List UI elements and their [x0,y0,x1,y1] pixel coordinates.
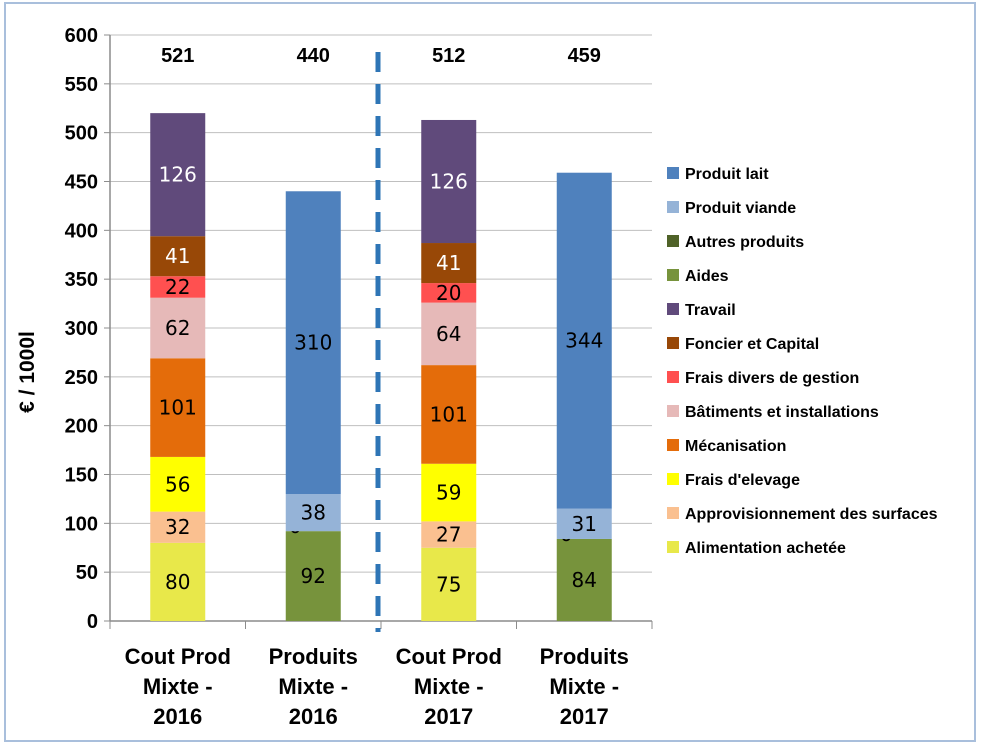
y-tick-label: 500 [65,123,98,145]
bar-segment [556,538,612,621]
bar-segment [150,113,206,237]
category-label: Cout Prod [125,644,231,669]
bar-segment [285,191,341,495]
legend-swatch [667,235,679,247]
bar-segment [285,531,341,621]
data-label: 59 [436,481,461,505]
category-label: 2017 [560,704,609,729]
y-axis-title: € / 1000l [16,331,39,413]
y-tick-label: 150 [65,465,98,487]
y-tick-label: 0 [87,611,98,633]
data-label: 20 [436,281,461,305]
category-label: 2016 [289,704,338,729]
legend-swatch [667,337,679,349]
y-tick-label: 300 [65,318,98,340]
data-label: 344 [565,329,603,353]
data-label: 126 [430,170,468,194]
data-label: 38 [301,501,326,525]
data-label: 101 [159,396,197,420]
bar-segment [150,236,206,277]
category-label: Produits [269,644,358,669]
data-label: 22 [165,275,190,299]
legend-swatch [667,439,679,451]
data-label: 32 [165,515,190,539]
data-label: 31 [572,512,597,536]
data-label: 62 [165,316,190,340]
legend-entry: Produit viande [685,200,796,217]
category-label: Mixte - [143,674,213,699]
legend-swatch [667,507,679,519]
category-label: Mixte - [549,674,619,699]
legend-swatch [667,473,679,485]
y-tick-label: 200 [65,416,98,438]
bar-segment [421,302,477,366]
bar-segment [556,172,612,509]
bar-segment [150,542,206,621]
bar-segment [421,521,477,548]
bar-segment [421,463,477,522]
legend-entry: Bâtiments et installations [685,404,879,421]
data-label: 75 [436,572,461,596]
bar-segment [150,297,206,359]
category-label: Mixte - [278,674,348,699]
bar-segment [421,547,477,621]
bar-segment [421,283,477,303]
data-label: 84 [572,568,597,592]
category-label: Cout Prod [396,644,502,669]
legend-swatch [667,269,679,281]
data-label: 64 [436,322,461,346]
total-label: 512 [432,45,465,67]
legend-entry: Mécanisation [685,438,786,455]
y-tick-label: 550 [65,74,98,96]
legend-swatch [667,201,679,213]
legend-entry: Approvisionnement des surfaces [685,506,938,523]
data-label: 41 [436,251,461,275]
category-label: Produits [540,644,629,669]
legend-swatch [667,541,679,553]
total-label: 521 [161,45,194,67]
legend-entry: Produit lait [685,166,769,183]
y-tick-label: 450 [65,172,98,194]
legend-swatch [667,405,679,417]
y-tick-label: 400 [65,220,98,242]
data-label: 56 [165,472,190,496]
bar-segment [150,456,206,512]
data-label: 92 [301,564,326,588]
bar-segment [150,276,206,298]
data-label: 80 [165,570,190,594]
legend-swatch [667,371,679,383]
y-tick-label: 250 [65,367,98,389]
legend-swatch [667,167,679,179]
bar-segment [421,119,477,244]
bar-segment [150,511,206,543]
legend-swatch [667,303,679,315]
bar-segment [556,508,612,539]
bar-segment [421,243,477,284]
data-label: 310 [294,331,332,355]
total-label: 459 [568,45,601,67]
category-label: 2016 [153,704,202,729]
legend-entry: Travail [685,302,736,319]
legend-entry: Frais divers de gestion [685,370,859,387]
category-label: Mixte - [414,674,484,699]
legend-entry: Alimentation achetée [685,540,846,557]
y-tick-label: 100 [65,513,98,535]
legend-entry: Aides [685,268,729,285]
total-label: 440 [297,45,330,67]
data-label: 101 [430,402,468,426]
bar-segment [421,365,477,464]
category-label: 2017 [424,704,473,729]
y-tick-label: 50 [76,562,98,584]
legend-entry: Frais d'elevage [685,472,800,489]
data-label: 27 [436,523,461,547]
legend-entry: Autres produits [685,234,804,251]
legend-entry: Foncier et Capital [685,336,819,353]
y-tick-label: 600 [65,25,98,47]
bar-segment [285,494,341,532]
data-label: 126 [159,163,197,187]
data-label: 41 [165,244,190,268]
y-tick-label: 350 [65,269,98,291]
bar-segment [150,358,206,457]
